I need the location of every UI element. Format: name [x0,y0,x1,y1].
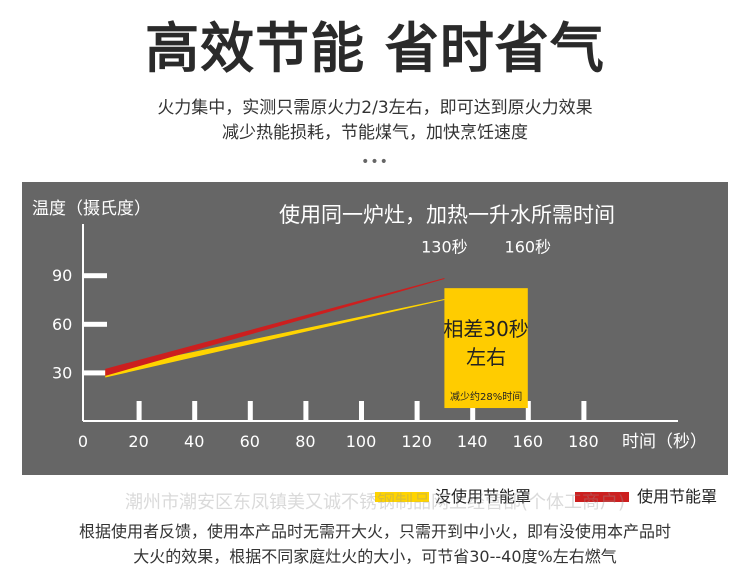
temperature-time-chart: 使用同一炉灶，加热一升水所需时间 温度（摄氏度） 时间（秒） 0 20 40 60 80 100… [32,199,707,452]
series-line-with-cover [105,277,445,376]
y-tick-mark-90 [83,273,107,279]
x-tick-label-120: 120 [401,432,432,451]
x-tick-label-20: 20 [128,432,148,451]
x-tick-mark-160 [525,401,531,421]
x-tick-label-180: 180 [568,432,599,451]
x-tick-mark-20 [136,401,142,421]
legend: 没使用节能罩 使用节能罩 [375,485,735,509]
x-tick-mark-140 [470,401,476,421]
x-tick-label-40: 40 [184,432,204,451]
legend-label-with-cover: 使用节能罩 [637,487,718,506]
x-tick-label-60: 60 [240,432,260,451]
subtitle-line-2: 减少热能损耗，节能煤气，加快烹饪速度 [222,123,528,143]
x-tick-mark-100 [359,401,364,421]
x-tick-label-140: 140 [457,432,488,451]
x-tick-mark-80 [303,401,309,421]
y-tick-label-30: 30 [52,363,72,382]
legend-swatch-no-cover [375,492,429,502]
subtitle-line-1: 火力集中，实测只需原火力2/3左右，即可达到原火力效果 [157,98,593,118]
annotation-130s: 130秒 [421,238,468,257]
footer-line-2: 大火的效果，根据不同家庭灶火的大小，可节省30--40度%左右燃气 [133,547,617,566]
x-tick-mark-120 [414,401,420,421]
series-line-no-cover [105,299,445,378]
highlight-text-2: 左右 [466,345,506,369]
headline: 高效节能 省时省气 [145,17,605,80]
y-axis-label: 温度（摄氏度） [32,199,151,219]
highlight-box [444,288,528,409]
highlight-text-1: 相差30秒 [443,317,528,341]
legend-label-no-cover: 没使用节能罩 [435,487,532,506]
y-tick-mark-30 [83,370,107,376]
x-tick-mark-180 [581,401,587,421]
y-tick-mark-60 [83,321,107,327]
y-tick-label-90: 90 [52,266,72,285]
legend-swatch-with-cover [575,492,629,502]
x-tick-label-0: 0 [78,432,88,451]
y-tick-label-60: 60 [52,315,72,334]
x-tick-mark-60 [247,401,253,421]
chart-title: 使用同一炉灶，加热一升水所需时间 [279,203,615,227]
annotation-160s: 160秒 [505,238,552,257]
footer-line-1: 根据使用者反馈，使用本产品时无需开大火，只需开到中小火，即有没使用本产品时 [78,522,671,541]
x-tick-mark-40 [192,401,198,421]
x-axis-label: 时间（秒） [622,432,707,452]
x-tick-label-160: 160 [513,432,544,451]
x-tick-label-100: 100 [346,432,377,451]
dots-divider: ••• [361,154,389,170]
highlight-note: 减少约28%时间 [450,390,522,403]
x-tick-label-80: 80 [295,432,315,451]
chart-panel: 使用同一炉灶，加热一升水所需时间 温度（摄氏度） 时间（秒） 0 20 40 60 80 100… [22,182,728,475]
